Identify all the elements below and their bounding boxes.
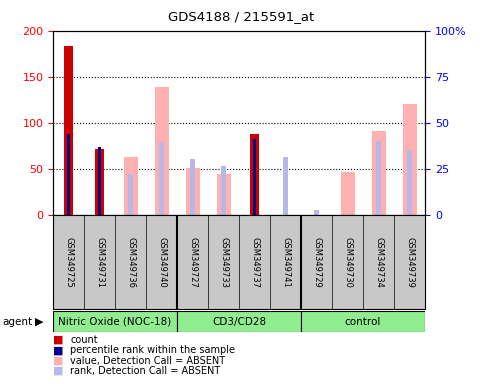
- Bar: [64, 46, 73, 215]
- Text: ■: ■: [53, 366, 64, 376]
- Bar: [221, 166, 226, 215]
- Bar: [67, 134, 71, 215]
- Text: ■: ■: [53, 356, 64, 366]
- Text: count: count: [70, 335, 98, 345]
- Text: GSM349734: GSM349734: [374, 237, 383, 288]
- Text: value, Detection Call = ABSENT: value, Detection Call = ABSENT: [70, 356, 225, 366]
- Bar: [250, 134, 259, 215]
- Bar: [376, 141, 381, 215]
- Text: GSM349725: GSM349725: [64, 237, 73, 288]
- Text: GSM349739: GSM349739: [405, 237, 414, 288]
- Text: ■: ■: [53, 345, 64, 355]
- Bar: [128, 174, 133, 215]
- Bar: [95, 149, 104, 215]
- Text: GSM349729: GSM349729: [312, 237, 321, 288]
- Text: GSM349731: GSM349731: [95, 237, 104, 288]
- Bar: [314, 210, 319, 215]
- Bar: [283, 157, 288, 215]
- Bar: [407, 150, 412, 215]
- Text: GSM349740: GSM349740: [157, 237, 166, 288]
- Text: agent: agent: [2, 316, 32, 327]
- Bar: [216, 174, 230, 215]
- Bar: [402, 104, 416, 215]
- Text: GSM349736: GSM349736: [126, 237, 135, 288]
- Bar: [177, 311, 301, 332]
- Bar: [341, 172, 355, 215]
- Text: CD3/CD28: CD3/CD28: [212, 316, 266, 327]
- Text: ▶: ▶: [35, 316, 43, 327]
- Text: GSM349727: GSM349727: [188, 237, 197, 288]
- Text: GDS4188 / 215591_at: GDS4188 / 215591_at: [169, 10, 314, 23]
- Bar: [155, 87, 169, 215]
- Bar: [253, 139, 256, 215]
- Text: rank, Detection Call = ABSENT: rank, Detection Call = ABSENT: [70, 366, 220, 376]
- Bar: [159, 142, 164, 215]
- Text: percentile rank within the sample: percentile rank within the sample: [70, 345, 235, 355]
- Bar: [98, 147, 101, 215]
- Bar: [185, 168, 199, 215]
- Text: control: control: [345, 316, 381, 327]
- Bar: [53, 311, 177, 332]
- Bar: [190, 159, 195, 215]
- Text: GSM349730: GSM349730: [343, 237, 352, 288]
- Bar: [301, 311, 425, 332]
- Text: GSM349737: GSM349737: [250, 237, 259, 288]
- Text: Nitric Oxide (NOC-18): Nitric Oxide (NOC-18): [58, 316, 172, 327]
- Bar: [371, 131, 385, 215]
- Bar: [124, 157, 138, 215]
- Text: ■: ■: [53, 335, 64, 345]
- Text: GSM349741: GSM349741: [281, 237, 290, 288]
- Text: GSM349733: GSM349733: [219, 237, 228, 288]
